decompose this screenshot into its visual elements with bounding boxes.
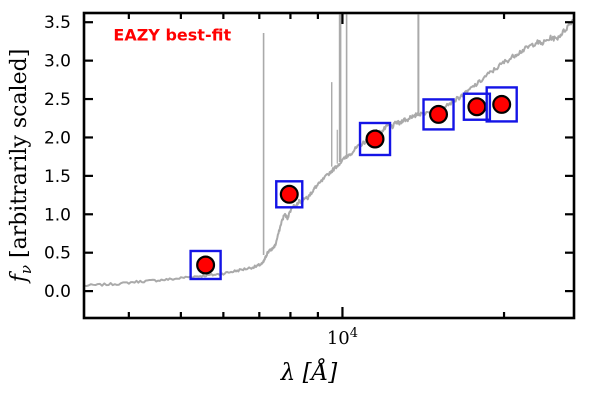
y-tick-label: 2.5 [44,90,71,110]
spectrum-line [84,18,574,288]
photometry-point [358,121,392,157]
y-axis-label: fν [arbitrarily scaled] [7,49,35,285]
photometry-marker [365,129,385,149]
y-tick-label: 3.5 [44,13,71,33]
axes-frame [82,11,576,320]
axes-spines [82,11,576,320]
y-tick-label: 3.0 [44,52,71,72]
photometry-box [358,121,392,157]
photometry-marker [196,255,216,275]
y-tick-label: 2.0 [44,128,71,148]
y-tick-label: 0.0 [44,282,71,302]
photometry-point [422,98,455,131]
y-tick-label: 1.0 [44,205,71,225]
photometry-box [462,92,492,121]
photometry-points-group [189,86,518,281]
photometry-box [485,86,518,123]
x-tick-label: 104 [327,326,358,349]
photometry-point [485,86,518,123]
photometry-box [275,180,304,209]
photometry-point [462,92,492,121]
photometry-point [275,180,304,209]
emission-lines-group [262,14,420,255]
photometry-marker [279,184,299,204]
eazy-bestfit-annotation: EAZY best-fit [113,25,231,44]
spectrum-line-group [84,18,574,288]
x-axis-label: λ [Å] [280,358,337,386]
y-tick-label: 0.5 [44,244,71,264]
axis-tick-labels: 0.0 0.5 1.0 1.5 2.0 2.5 3.0 3.5 104 [44,13,358,349]
photometry-marker [429,104,449,124]
photometry-box [189,249,222,281]
photometry-marker [492,94,512,114]
photometry-box [422,98,455,131]
axis-ticks [84,13,574,318]
photometry-marker [467,97,487,117]
photometry-point [189,249,222,281]
y-tick-label: 1.5 [44,167,71,187]
